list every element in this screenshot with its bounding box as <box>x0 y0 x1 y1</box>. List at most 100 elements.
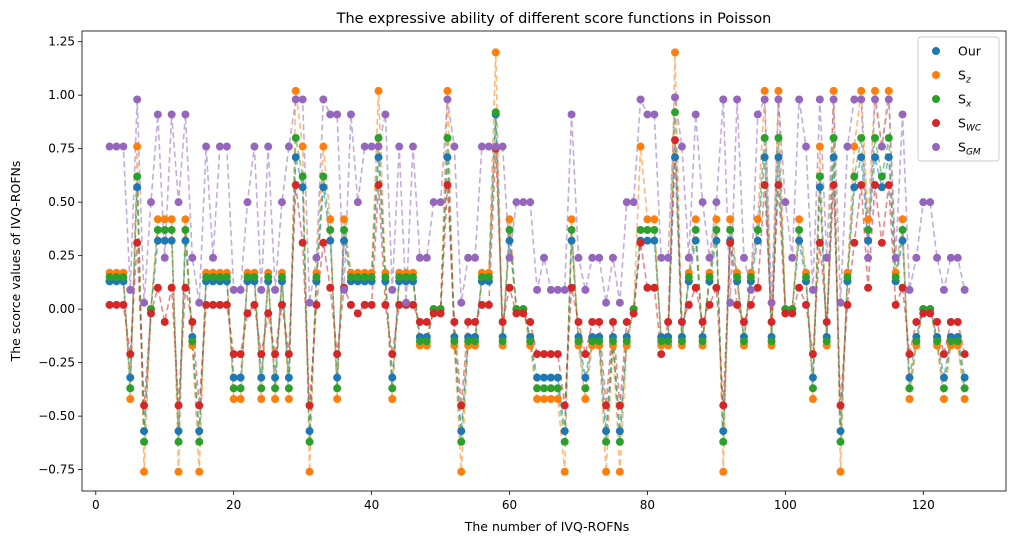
data-point <box>815 172 824 181</box>
data-point <box>567 283 576 292</box>
data-point <box>546 384 555 393</box>
series-points <box>105 48 969 476</box>
data-point <box>671 108 680 117</box>
data-point <box>271 384 280 393</box>
data-point <box>850 95 859 104</box>
data-point <box>174 427 183 436</box>
data-point <box>540 253 548 262</box>
data-point <box>126 373 135 382</box>
data-point <box>381 110 390 119</box>
legend-box <box>917 36 1000 162</box>
data-point <box>388 384 397 393</box>
data-point <box>615 467 624 476</box>
data-point <box>546 373 555 382</box>
data-point <box>774 181 783 190</box>
data-point <box>650 225 659 234</box>
x-tick-label: 40 <box>364 498 379 512</box>
data-point <box>153 225 162 234</box>
data-point <box>905 395 914 403</box>
data-point <box>912 253 921 262</box>
data-point <box>615 437 624 446</box>
data-point <box>374 142 383 151</box>
data-point <box>643 215 652 224</box>
data-point <box>153 236 162 245</box>
data-point <box>533 350 542 359</box>
data-point <box>119 142 128 151</box>
data-point <box>374 86 383 95</box>
data-point <box>691 215 700 224</box>
data-point <box>319 238 328 247</box>
data-point <box>691 236 700 245</box>
data-point <box>602 467 611 476</box>
data-point <box>298 183 307 192</box>
data-point <box>684 253 693 262</box>
data-point <box>533 384 542 393</box>
data-point <box>126 350 135 359</box>
legend-entry: Our <box>958 44 982 59</box>
legend-marker <box>932 71 940 79</box>
data-point <box>657 253 666 262</box>
data-point <box>746 273 755 282</box>
data-point <box>277 273 286 282</box>
data-point <box>188 317 197 326</box>
data-point <box>236 373 245 382</box>
data-point <box>788 253 797 262</box>
data-point <box>650 110 659 119</box>
data-point <box>408 300 417 309</box>
data-point <box>174 401 183 410</box>
data-point <box>291 133 300 142</box>
data-point <box>546 350 555 359</box>
data-point <box>608 253 617 262</box>
data-point <box>119 300 128 309</box>
data-point <box>774 153 783 162</box>
data-point <box>257 384 266 393</box>
data-point <box>891 300 900 309</box>
data-point <box>933 337 942 346</box>
data-point <box>602 401 611 410</box>
data-point <box>112 142 121 151</box>
data-point <box>602 298 611 307</box>
x-tick-label: 120 <box>912 498 935 512</box>
data-point <box>953 337 962 346</box>
data-point <box>588 253 597 262</box>
data-point <box>471 337 480 346</box>
data-point <box>340 285 349 294</box>
data-point <box>153 283 162 292</box>
data-point <box>505 236 514 245</box>
data-point <box>726 238 735 247</box>
data-point <box>753 236 762 245</box>
data-point <box>560 427 569 436</box>
data-point <box>733 300 742 309</box>
data-point <box>553 373 562 382</box>
data-point <box>691 110 700 119</box>
data-point <box>677 337 686 346</box>
data-point <box>195 467 204 476</box>
data-point <box>395 273 404 282</box>
data-point <box>608 337 617 346</box>
data-point <box>388 373 397 382</box>
data-point <box>808 373 817 382</box>
data-point <box>739 317 748 326</box>
data-point <box>891 253 900 262</box>
data-point <box>298 172 307 181</box>
series-points-3 <box>105 136 969 410</box>
data-point <box>588 317 597 326</box>
data-point <box>395 300 404 309</box>
data-point <box>829 133 838 142</box>
data-point <box>877 238 886 247</box>
data-point <box>222 273 231 282</box>
data-point <box>698 317 707 326</box>
data-point <box>477 273 486 282</box>
data-point <box>905 373 914 382</box>
legend-entry: Sz <box>958 68 971 86</box>
data-point <box>650 215 659 224</box>
data-point <box>671 136 680 145</box>
data-point <box>181 236 190 245</box>
data-point <box>436 198 445 207</box>
data-point <box>195 437 204 446</box>
data-point <box>146 309 155 318</box>
data-point <box>160 225 169 234</box>
data-point <box>388 285 397 294</box>
data-point <box>229 384 238 393</box>
data-point <box>857 95 866 104</box>
